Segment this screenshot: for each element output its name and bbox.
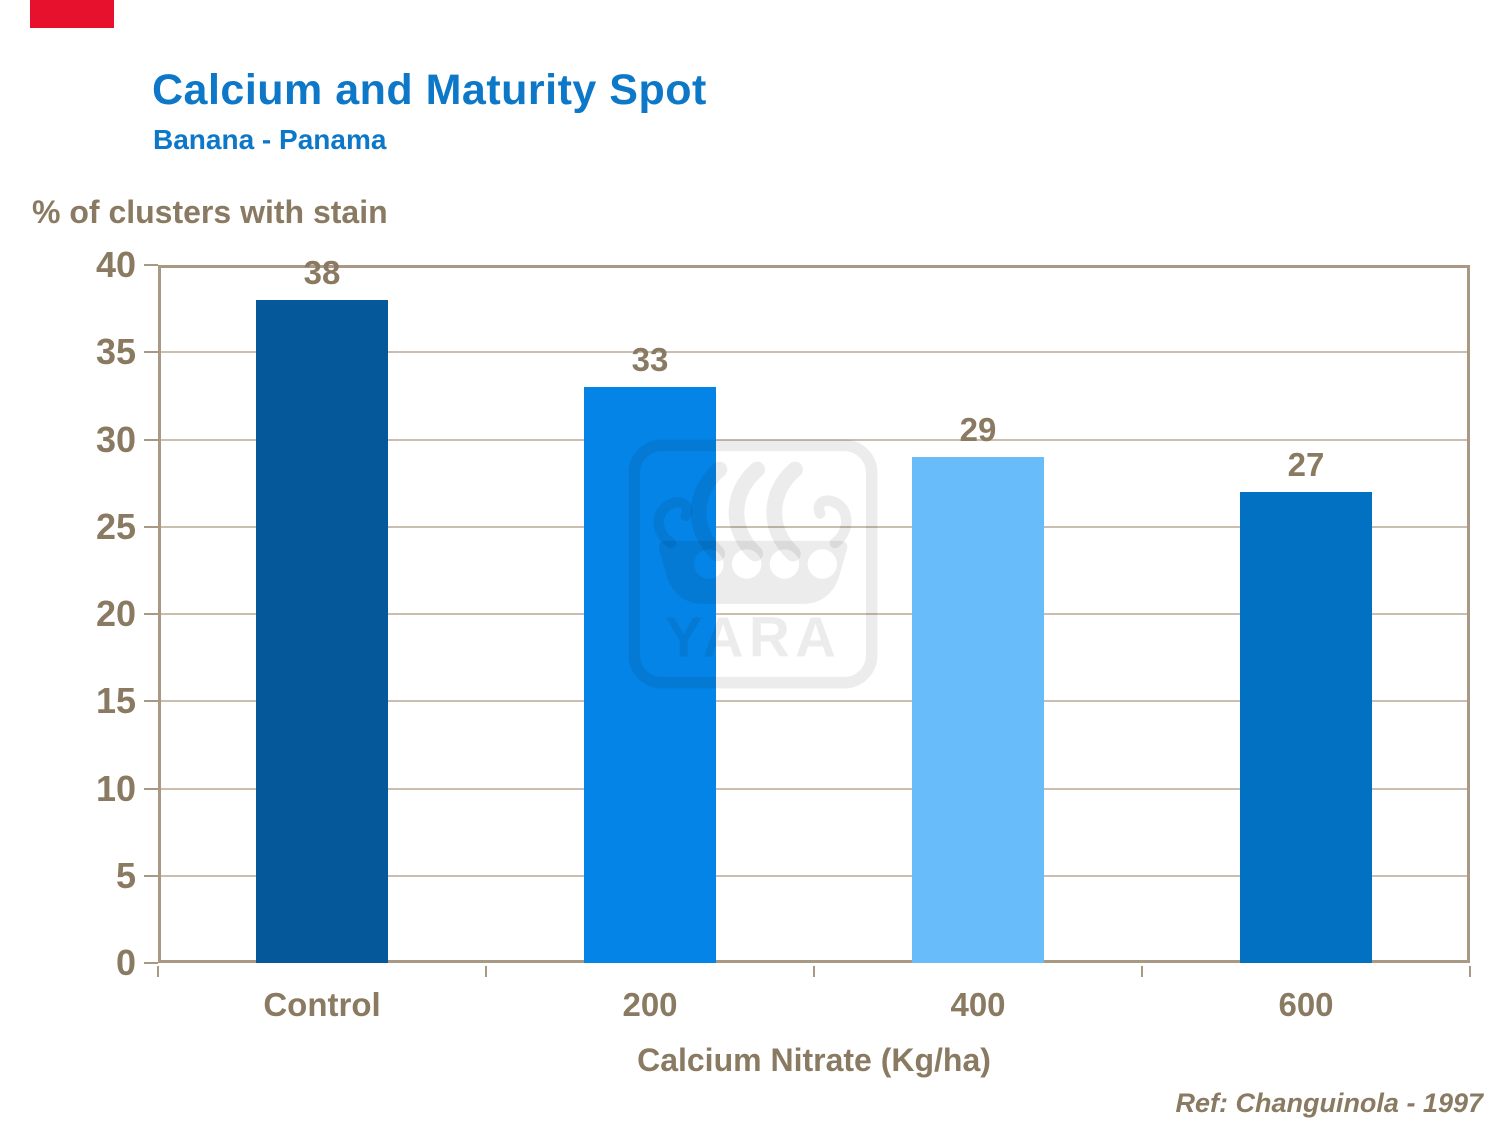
y-tick-label: 40 <box>95 244 136 285</box>
x-tick-mark <box>1469 966 1471 977</box>
page-subtitle: Banana - Panama <box>153 124 387 155</box>
y-tick-mark <box>144 787 158 790</box>
y-tick-label: 20 <box>95 593 136 634</box>
y-tick-mark <box>144 264 158 266</box>
x-category-label: 400 <box>950 986 1006 1023</box>
x-category-label: 200 <box>622 986 678 1023</box>
gridline <box>161 525 1467 528</box>
x-axis-title: Calcium Nitrate (Kg/ha) <box>637 1042 991 1078</box>
bar-600 <box>1240 492 1372 963</box>
hydro-red-logo-box <box>30 0 114 28</box>
page-title: Calcium and Maturity Spot <box>152 66 707 114</box>
reference-text: Ref: Changuinola - 1997 <box>1175 1088 1483 1118</box>
y-tick-mark <box>144 700 158 703</box>
x-tick-mark <box>485 966 487 977</box>
x-tick-mark <box>1141 966 1143 977</box>
y-tick-mark <box>144 525 158 528</box>
gridline <box>161 351 1467 354</box>
gridline <box>161 874 1467 877</box>
gridline <box>161 787 1467 790</box>
gridline <box>161 613 1467 615</box>
gridline <box>161 700 1467 703</box>
bar-value-label: 29 <box>959 411 997 448</box>
y-tick-label: 15 <box>95 680 136 722</box>
x-tick-mark <box>157 966 159 977</box>
y-axis-title: % of clusters with stain <box>32 194 388 230</box>
y-tick-mark <box>144 962 158 964</box>
x-tick-mark <box>813 966 815 977</box>
bar-value-label: 33 <box>631 341 669 378</box>
x-category-label: 600 <box>1278 986 1334 1023</box>
y-tick-label: 5 <box>115 854 136 896</box>
bar-200 <box>584 387 716 963</box>
y-tick-label: 10 <box>95 767 136 809</box>
y-tick-mark <box>144 874 158 877</box>
y-tick-label: 30 <box>95 418 136 460</box>
y-tick-label: 35 <box>95 331 136 373</box>
y-tick-mark <box>144 351 158 354</box>
x-category-label: Control <box>263 986 381 1023</box>
bar-400 <box>912 457 1044 963</box>
bar-value-label: 27 <box>1287 446 1325 483</box>
y-tick-label: 0 <box>115 942 136 983</box>
y-tick-label: 25 <box>95 505 136 547</box>
bar-value-label: 38 <box>303 254 341 291</box>
y-tick-mark <box>144 438 158 441</box>
gridline <box>161 438 1467 441</box>
bar-Control <box>256 300 388 963</box>
y-tick-mark <box>144 613 158 615</box>
